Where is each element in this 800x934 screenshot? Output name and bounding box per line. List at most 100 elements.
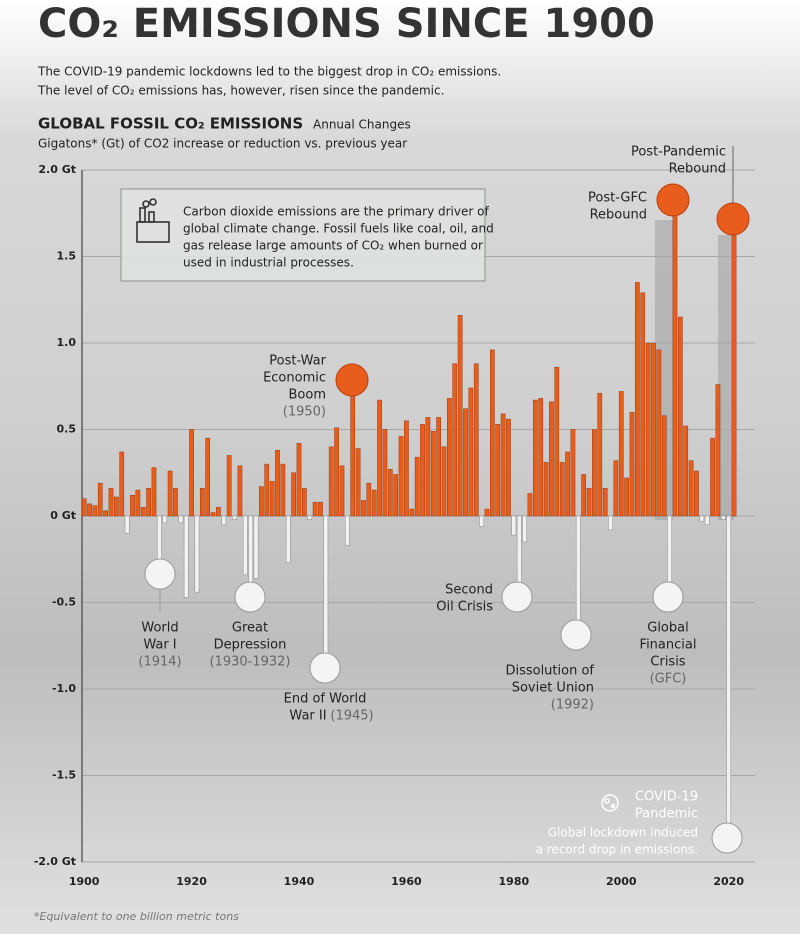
bar [473,363,479,517]
bar [457,315,463,517]
bar [549,401,554,517]
bar [87,503,92,517]
bar [259,486,264,517]
bar [183,515,189,598]
annotation: Great [232,621,268,636]
bar [393,474,399,517]
bar [640,292,646,517]
bar [447,398,452,517]
annotation-note: a record drop in emissions. [536,843,698,857]
bar [275,450,280,517]
bar [242,515,248,576]
bar [452,363,458,517]
bar [500,413,506,517]
annotation-date: (GFC) [650,672,687,687]
bar [677,316,683,517]
bar [81,498,87,517]
bar [269,481,275,517]
callout-circle [656,183,690,217]
bar [710,437,715,517]
bar [264,463,270,517]
bar [479,515,484,527]
bar [173,488,178,517]
bar [592,429,597,517]
bar [522,515,527,543]
y-tick-label: 1.5 [57,250,77,263]
annotation: Financial [640,638,697,653]
bar [559,462,565,517]
x-tick-label: 1920 [176,875,207,888]
bar [538,398,544,517]
annotation: Dissolution of [505,664,594,679]
bar [328,446,334,517]
bar [130,494,135,517]
bar [624,477,629,517]
bar [651,342,656,517]
bar [280,463,286,517]
bar [296,443,302,517]
callout-circle [711,822,743,854]
annotations: World War I (1914) Great Depression (193… [138,145,750,857]
bar [398,436,404,517]
bar [495,424,501,517]
callout-circle [501,581,533,613]
bar [140,507,146,517]
bar [92,505,98,517]
bar [312,501,318,517]
bar [178,515,184,524]
bar [355,448,361,517]
info-text: gas release large amounts of CO₂ when bu… [183,239,483,253]
annotation: End of World [284,692,367,707]
bar [205,437,211,517]
bar [586,488,592,517]
bar [726,515,732,839]
callout-circle [716,202,750,236]
bar [103,510,108,517]
bar [237,465,243,517]
y-tick-label: -0.5 [52,596,76,609]
annotation: Crisis [650,655,685,670]
bar [656,349,662,517]
annotation: Economic [263,371,326,386]
bar [226,455,232,517]
bar [344,515,350,546]
bar [377,399,382,517]
bar [581,474,587,517]
subtitle: The COVID-19 pandemic lockdowns led to t… [37,65,501,79]
bar [167,470,173,517]
bar [210,512,216,517]
bar [490,349,495,517]
annotation: World [141,621,178,636]
bar [199,488,205,517]
annotation: Boom [289,388,327,403]
info-text: global climate change. Fossil fuels like… [183,222,494,236]
bar [350,380,356,517]
bar [291,472,296,517]
bar [543,462,549,517]
bar [323,515,329,669]
footnote: *Equivalent to one billion metric tons [34,910,239,923]
bar [366,482,372,517]
virus-icon [601,794,619,812]
x-tick-label: 2020 [713,875,744,888]
bar [694,470,699,517]
bar [720,515,726,520]
x-tick-label: 2000 [606,875,637,888]
bar [318,501,323,517]
bar [527,493,533,517]
bar [511,515,517,536]
annotation: Soviet Union [512,681,594,696]
annotation: Post-GFC [588,191,647,206]
bar [565,451,570,517]
bar [468,387,474,517]
bar [430,430,436,517]
bar [597,392,603,517]
bar [425,417,431,517]
title: CO₂ EMISSIONS SINCE 1900 [38,1,655,47]
y-tick-label: 0.5 [57,423,77,436]
annotation: Pandemic [635,807,698,822]
callout-circle [144,558,176,590]
annotation: Post-War [269,354,326,369]
bar [302,488,307,517]
